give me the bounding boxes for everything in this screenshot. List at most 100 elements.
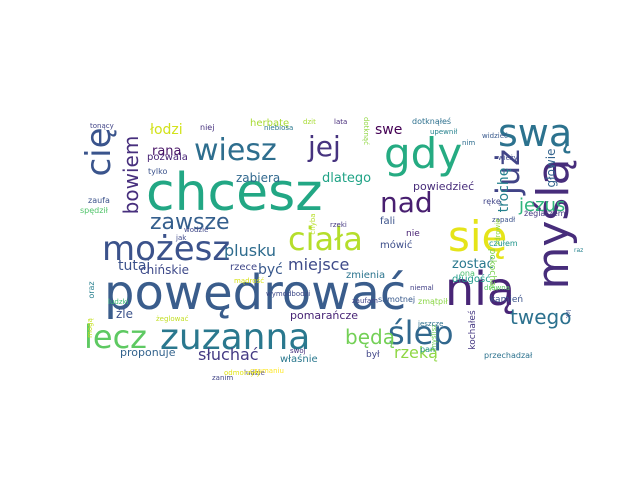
word-swa: swą <box>498 111 572 155</box>
word-rzece: rzece <box>230 262 257 273</box>
word-niebiosa: niebiosa <box>264 124 293 132</box>
word-niemal: niemal <box>410 284 434 292</box>
word-zanim: zanim <box>212 374 233 382</box>
word-zapadl: zapadł <box>492 216 515 224</box>
word-sluchac: słuchać <box>198 345 259 364</box>
word-glowie: głowie <box>544 149 558 188</box>
word-troche: trochę <box>496 168 512 213</box>
word-nad: nad <box>380 186 433 219</box>
word-lata: lata <box>334 118 347 126</box>
word-wymodbodzi: wymodbodzi <box>266 290 310 298</box>
word-tonacy: tonący <box>90 122 114 130</box>
word-fali: fali <box>380 216 395 227</box>
word-mozesz: możesz <box>102 229 230 269</box>
word-dotknac: dotknąć <box>362 117 370 145</box>
word-drewna: drewna <box>484 284 510 292</box>
word-ciala: ciała <box>288 220 363 258</box>
word-pozwala: pozwala <box>147 152 188 163</box>
word-tutaj: tutaj <box>118 258 150 274</box>
word-zle: źle <box>116 307 133 321</box>
word-twego: twego <box>510 305 571 329</box>
word-sie: się <box>448 212 507 261</box>
word-chyba: chyba <box>309 213 317 234</box>
word-zostac: zostać <box>452 257 494 272</box>
word-rana: rana <box>152 144 182 159</box>
word-dlugosc: długość <box>452 273 491 285</box>
word-dzit: dzit <box>303 118 316 126</box>
word-samotnej: samotnej <box>378 295 415 304</box>
word-oraz: oraz <box>87 281 96 298</box>
word-jeszcze: jeszcze <box>417 320 443 328</box>
word-niej: niej <box>200 123 214 132</box>
word-bowiem: bowiem <box>119 136 143 215</box>
word-madrosc: mądrość <box>234 277 264 285</box>
word-beda: będą <box>345 325 395 349</box>
word-cie: cię <box>79 127 119 176</box>
word-zaufa: zaufa <box>88 196 110 205</box>
word-byc: być <box>258 262 283 278</box>
word-gdy: gdy <box>384 129 462 178</box>
word-czulem: czułem <box>489 239 518 248</box>
word-zuzanna: zuzanna <box>160 317 310 358</box>
word-mysla: myślą <box>528 158 579 289</box>
word-przechadzal: przechadzał <box>484 351 533 360</box>
word-swe: swe <box>375 122 402 138</box>
word-zeglowac: żeglować <box>156 315 189 323</box>
word-dotknales: dotknąłeś <box>412 116 451 126</box>
word-ona: ona <box>460 269 475 278</box>
word-upewnil: upewnił <box>430 128 457 136</box>
word-ludzie: ludzie <box>244 369 265 377</box>
word-myslisz: myślisz <box>430 324 438 350</box>
word-lodzi: łodzi <box>150 122 183 138</box>
word-kamien: kamień <box>490 295 523 305</box>
word-nie: nie <box>406 229 420 239</box>
word-byl: był <box>366 350 380 360</box>
word-wlasnie: właśnie <box>280 353 318 365</box>
word-czumaniu: czumaniu <box>250 367 284 375</box>
word-reke: rękę <box>483 197 501 206</box>
word-zabiera: zabiera <box>236 171 280 185</box>
word-rzeka: rzeką <box>394 343 438 362</box>
word-proponuje: proponuje <box>120 346 176 359</box>
word-herbate: herbatę <box>250 118 289 129</box>
word-zawsze: zawsze <box>150 210 230 235</box>
word-chinskie: chińskie <box>140 263 189 277</box>
word-powedrowac: powędrować <box>104 265 406 321</box>
word-miejsce: miejsce <box>288 255 349 274</box>
word-dlatego: dlatego <box>322 171 371 186</box>
word-powiedziec: powiedzieć <box>413 180 474 193</box>
word-plusku: plusku <box>224 241 276 260</box>
word-wodzie: wodzie <box>184 226 208 234</box>
word-pokochac: pokochać <box>487 249 498 292</box>
word-jej: jej <box>307 130 341 163</box>
word-swoj: swoj <box>290 347 306 355</box>
word-spedzil: spędził <box>80 206 109 215</box>
word-zaufam: zaufam <box>352 297 378 305</box>
word-zdrowie: zdrowie <box>494 218 502 245</box>
word-moga: mogą <box>86 318 94 338</box>
word-mowic: mówić <box>380 239 412 251</box>
word-pomarancze: pomarańcze <box>290 309 358 322</box>
word-wiezy: wieży <box>498 154 518 162</box>
word-wiesz: wiesz <box>194 133 277 168</box>
word-widziec: widzieć <box>482 132 508 140</box>
word-jezus: jezus <box>518 195 565 216</box>
word-zeglarzem: żeglarzem <box>524 209 566 218</box>
word-lek: lek <box>564 310 571 319</box>
word-nia: nią <box>445 262 515 316</box>
word-odmorzyly: odmorzyły <box>224 369 261 377</box>
word-zmienia: zmienia <box>346 270 385 281</box>
word-kochales: kochałeś <box>467 310 478 350</box>
word-raz: raz <box>574 247 583 254</box>
word-chcesz: chcesz <box>146 163 323 223</box>
word-pan: pan <box>420 345 435 354</box>
word-tylko: tylko <box>148 167 167 176</box>
word-lecz: lecz <box>84 318 147 356</box>
word-ludzki: ludzki <box>108 298 129 306</box>
word-oslep: ślep <box>388 314 454 352</box>
word-zmatpil: zmątpił <box>418 297 448 306</box>
word-nim: nim <box>462 139 475 147</box>
word-jak: jak <box>175 234 187 242</box>
